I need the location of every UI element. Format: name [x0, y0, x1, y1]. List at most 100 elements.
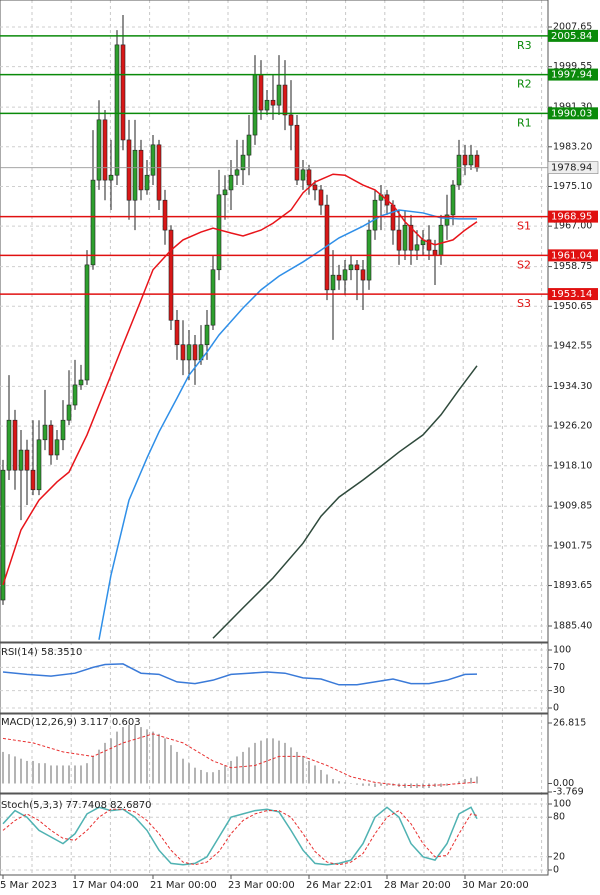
candle-body	[18, 449, 24, 471]
histogram-bar	[140, 727, 142, 784]
candle-body	[54, 439, 60, 456]
histogram-bar	[74, 765, 76, 784]
y-tick-label: 20	[553, 851, 565, 862]
candle-body	[402, 224, 408, 251]
histogram-bar	[2, 751, 4, 784]
x-tick-label: 17 Mar 04:00	[72, 880, 139, 891]
candle-body	[132, 149, 138, 201]
indicator-line	[2, 806, 478, 866]
y-tick-label: 80	[553, 812, 565, 823]
candle-body	[444, 214, 450, 226]
candle-body	[270, 99, 276, 106]
level-tag	[548, 68, 598, 81]
candle-body	[432, 249, 438, 256]
histogram-bar	[248, 747, 250, 784]
candle-body	[186, 344, 192, 361]
histogram-bar	[224, 765, 226, 784]
histogram-bar	[374, 783, 376, 787]
candle-body	[258, 74, 264, 111]
indicator-line	[2, 733, 478, 787]
candle-body	[240, 154, 246, 171]
histogram-bar	[206, 772, 208, 784]
y-tick-label: 1934.30	[553, 381, 592, 392]
last-price-tag	[547, 161, 599, 174]
histogram-bar	[14, 756, 16, 784]
histogram-bar	[218, 769, 220, 784]
histogram-bar	[476, 776, 478, 784]
histogram-bar	[326, 774, 328, 784]
histogram-bar	[110, 738, 112, 784]
histogram-bar	[182, 758, 184, 784]
histogram-bar	[386, 783, 388, 786]
candle-body	[180, 344, 186, 361]
y-tick-label: 100	[553, 799, 571, 810]
candle-body	[84, 264, 90, 381]
candle-body	[210, 269, 216, 326]
level-label: R1	[517, 116, 532, 129]
histogram-bar	[200, 769, 202, 784]
histogram-bar	[416, 783, 418, 789]
macd-panel	[0, 713, 549, 794]
histogram-bar	[356, 783, 358, 785]
y-tick-label: 2007.65	[553, 21, 592, 32]
histogram-bar	[350, 783, 352, 784]
histogram-bar	[212, 772, 214, 784]
histogram-bar	[464, 778, 466, 784]
candle-body	[204, 324, 210, 346]
y-tick-label: 1967.00	[553, 221, 592, 232]
candle-body	[252, 74, 258, 136]
level-tag-text: 1961.04	[551, 250, 592, 261]
histogram-bar	[188, 763, 190, 784]
candle-body	[336, 274, 342, 281]
candle-body	[234, 169, 240, 176]
histogram-bar	[260, 740, 262, 784]
histogram-bar	[338, 781, 340, 784]
candle-body	[300, 169, 306, 181]
histogram-bar	[134, 724, 136, 784]
x-tick-label: 30 Mar 20:00	[462, 880, 529, 891]
y-tick-label: 1991.30	[553, 102, 592, 113]
x-tick-label: 21 Mar 00:00	[150, 880, 217, 891]
histogram-bar	[332, 778, 334, 784]
histogram-bar	[20, 758, 22, 784]
y-tick-label: 70	[553, 662, 565, 673]
stoch-panel	[0, 793, 549, 876]
histogram-bar	[194, 767, 196, 784]
histogram-bar	[302, 756, 304, 784]
histogram-bar	[230, 760, 232, 784]
last-price-text: 1978.94	[551, 163, 592, 174]
histogram-bar	[56, 765, 58, 784]
histogram-bar	[146, 729, 148, 784]
y-tick-label: 1983.20	[553, 141, 592, 152]
y-tick-label: -3.769	[553, 787, 584, 798]
candle-body	[228, 174, 234, 191]
y-tick-label: 1950.65	[553, 301, 592, 312]
level-tag	[548, 107, 598, 120]
candle-body	[6, 419, 12, 471]
price-panel	[0, 0, 549, 643]
y-tick-label: 26.815	[553, 718, 586, 729]
candle-body	[114, 44, 120, 176]
histogram-bar	[446, 783, 448, 786]
candle-body	[36, 439, 42, 491]
histogram-bar	[320, 769, 322, 784]
y-tick-label: 1909.85	[553, 501, 592, 512]
vertical-grid	[31, 0, 543, 875]
histogram-bar	[368, 783, 370, 786]
candle-body	[66, 404, 72, 421]
indicator-line	[98, 209, 477, 640]
level-tag-text: 1968.95	[551, 212, 592, 223]
level-label: S1	[517, 220, 531, 233]
histogram-bar	[290, 747, 292, 784]
candle-body	[414, 244, 420, 251]
candle-body	[78, 379, 84, 386]
histogram-bar	[254, 742, 256, 784]
candle-body	[30, 469, 36, 491]
candle-body	[24, 449, 30, 471]
level-label: R2	[517, 78, 532, 91]
histogram-bar	[80, 765, 82, 784]
level-tag	[548, 249, 598, 262]
histogram-bar	[38, 763, 40, 784]
